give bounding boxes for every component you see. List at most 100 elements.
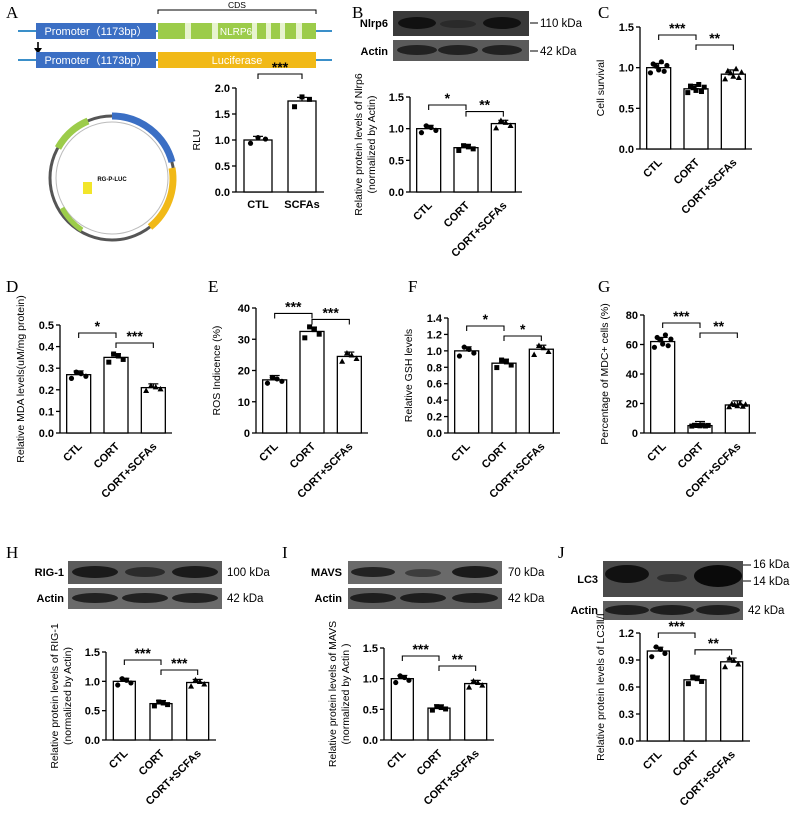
- data-point-h: [201, 681, 208, 687]
- y-tick-label-a: 1.5: [215, 109, 230, 121]
- data-point-g: [689, 423, 695, 429]
- y-tick-label-h: 0.5: [85, 706, 100, 718]
- data-point-e: [264, 380, 271, 386]
- significance-bracket-d: [115, 342, 154, 348]
- data-point-i: [479, 682, 486, 688]
- bar-g-0: [650, 340, 676, 434]
- y-tick-label-g: 40: [626, 369, 638, 381]
- data-point-f: [499, 357, 505, 363]
- x-tick-label-g-1: CORT: [676, 440, 707, 471]
- data-point-h: [160, 700, 166, 706]
- data-point-c: [701, 84, 707, 90]
- blot-h-kda-1: 42 kDa: [227, 593, 264, 605]
- data-point-h: [123, 677, 130, 683]
- data-point-d: [143, 387, 150, 393]
- bar-b-1: [453, 147, 479, 193]
- panel-letter-g: G: [598, 277, 610, 296]
- data-point-i: [393, 679, 399, 686]
- y-tick-label-f: 1.2: [427, 329, 442, 341]
- data-point-a: [255, 135, 261, 141]
- blot-j-label-2: Actin: [571, 605, 599, 617]
- blot-b-kda-0: 110 kDa: [540, 18, 583, 30]
- data-point-e: [279, 378, 285, 384]
- x-tick-label-a-0: CTL: [247, 199, 269, 211]
- data-point-g: [702, 423, 708, 429]
- bar-d-2: [140, 386, 166, 434]
- x-tick-label-j-1: CORT: [671, 748, 702, 779]
- luciferase-block: [158, 52, 316, 68]
- data-point-f: [456, 353, 463, 359]
- significance-bracket-i: [438, 665, 477, 671]
- y-tick-label-g: 60: [626, 340, 638, 352]
- data-point-f: [466, 346, 472, 352]
- cds-block: [158, 23, 316, 39]
- significance-label-d: *: [95, 318, 101, 334]
- data-point-b: [502, 119, 509, 125]
- data-point-c: [727, 69, 734, 76]
- y-tick-label-d: 0.0: [39, 428, 54, 440]
- significance-bracket-g: [699, 332, 738, 338]
- x-tick-label-c-1: CORT: [672, 156, 703, 187]
- blot-b-kda-1: 42 kDa: [540, 46, 577, 58]
- data-point-c: [738, 69, 745, 75]
- significance-label-g: **: [713, 318, 724, 334]
- y-tick-label-b: 1.5: [389, 92, 404, 104]
- data-point-a: [306, 96, 312, 102]
- bar-d-0: [66, 374, 92, 434]
- plasmid-map: RG-P-LUC: [48, 112, 177, 242]
- significance-label-c: ***: [669, 20, 686, 36]
- data-point-h: [115, 682, 121, 688]
- significance-bracket-i: [401, 655, 440, 661]
- y-tick-label-c: 0.5: [619, 103, 634, 115]
- x-tick-label-d-1: CORT: [92, 440, 123, 471]
- significance-label-b: *: [445, 90, 451, 106]
- y-tick-label-j: 0.3: [619, 709, 634, 721]
- chart-i: 0.0 0.5 1.0 1.5 Relative protein levels of M…: [327, 621, 494, 808]
- blot-h: RIG-1 Actin 100 kDa 42 kDa: [35, 561, 270, 609]
- data-point-b: [497, 117, 504, 124]
- significance-bracket-j: [657, 632, 696, 638]
- y-tick-label-f: 1.4: [427, 313, 443, 325]
- promoter-label: Promoter（1173bp）: [44, 25, 147, 38]
- y-tick-label-c: 0.0: [619, 144, 634, 156]
- bar-b-0: [416, 128, 442, 193]
- significance-bracket-d: [78, 332, 117, 338]
- data-point-j: [685, 681, 691, 687]
- bar-e-0: [262, 379, 288, 434]
- data-point-g: [657, 337, 663, 343]
- data-point-h: [196, 678, 203, 684]
- data-point-c: [693, 87, 699, 93]
- data-point-c: [730, 73, 737, 79]
- data-point-d: [106, 359, 112, 365]
- data-point-h: [192, 676, 199, 683]
- bar-h-0: [112, 680, 136, 741]
- panel-letter-c: C: [598, 3, 609, 22]
- y-axis-label-e: ROS Indicence (%): [211, 326, 223, 416]
- data-point-e: [302, 335, 308, 341]
- data-point-j: [662, 650, 668, 657]
- significance-label-i: **: [452, 651, 463, 667]
- data-point-i: [474, 679, 481, 686]
- panel-letter-a: A: [6, 3, 19, 22]
- bar-e-1: [299, 330, 325, 434]
- x-tick-label-f-0: CTL: [449, 440, 473, 464]
- y-tick-label-b: 1.0: [389, 124, 404, 136]
- y-axis-label-i: Relative protein levels of MAVS(normaliz…: [327, 621, 352, 767]
- data-point-d: [83, 373, 89, 379]
- y-axis-label-b: Relative protein levels of Nlrp6(normali…: [353, 73, 378, 216]
- bar-b-2: [490, 122, 516, 193]
- x-tick-label-f-1: CORT: [480, 440, 511, 471]
- blot-j-kda-0: 16 kDa: [753, 559, 790, 571]
- y-tick-label-g: 20: [626, 399, 638, 411]
- significance-label-h: ***: [171, 655, 188, 671]
- x-tick-label-j-0: CTL: [641, 748, 665, 772]
- plasmid-name: RG-P-LUC: [97, 177, 127, 183]
- y-tick-label-d: 0.2: [39, 385, 54, 397]
- y-tick-label-e: 0: [244, 428, 250, 440]
- data-point-b: [465, 144, 471, 150]
- significance-label-c: **: [709, 30, 720, 46]
- data-point-h: [165, 702, 171, 708]
- data-point-j: [722, 663, 729, 670]
- nlrp6-label: NLRP6: [220, 27, 253, 38]
- data-point-b: [461, 143, 467, 149]
